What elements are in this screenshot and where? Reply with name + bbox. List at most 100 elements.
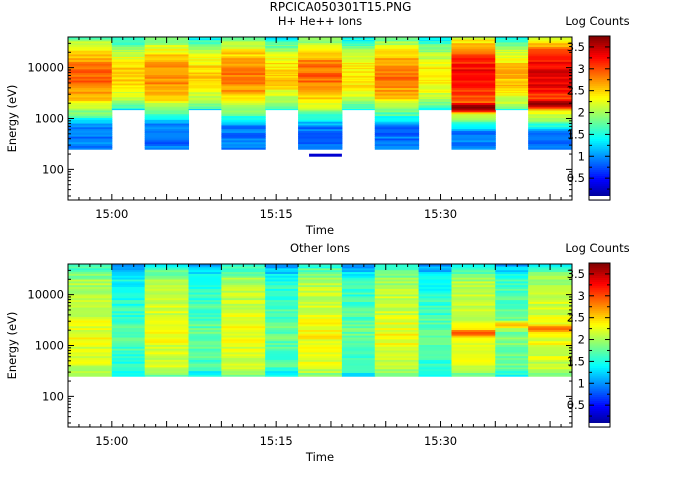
heatmap-cell — [265, 101, 299, 103]
heatmap-cell — [528, 336, 572, 340]
heatmap-cell — [68, 61, 113, 64]
colorbar-swatch — [589, 54, 610, 58]
heatmap-cell — [68, 357, 113, 360]
heatmap-cell — [298, 301, 343, 304]
heatmap-cell — [341, 82, 376, 85]
heatmap-cell — [528, 63, 572, 66]
colorbar-swatch — [589, 265, 610, 268]
heatmap-cell — [341, 342, 376, 345]
heatmap-cell — [341, 366, 376, 370]
heatmap-cell — [221, 98, 266, 102]
heatmap-cell — [341, 105, 376, 108]
heatmap-cell — [265, 351, 299, 355]
heatmap-cell — [221, 320, 266, 323]
heatmap-cell — [374, 374, 420, 377]
heatmap-cell — [451, 111, 496, 115]
heatmap-cell — [341, 312, 376, 316]
heatmap-cell — [111, 51, 146, 54]
heatmap-cell — [265, 290, 299, 293]
heatmap-cell — [341, 284, 376, 288]
heatmap-cell — [341, 310, 376, 314]
heatmap-cell — [341, 101, 376, 103]
heatmap-cell — [265, 50, 299, 53]
heatmap-cell — [374, 96, 420, 100]
heatmap-cell — [451, 44, 496, 47]
heatmap-cell — [111, 52, 146, 55]
heatmap-cell — [265, 353, 299, 357]
heatmap-cell — [144, 305, 190, 308]
heatmap-cell — [111, 59, 146, 62]
heatmap-cell — [68, 134, 113, 137]
heatmap-cell — [298, 53, 343, 57]
heatmap-cell — [111, 102, 146, 105]
heatmap-cell — [68, 316, 113, 319]
heatmap-cell — [374, 321, 420, 325]
heatmap-cell — [221, 325, 266, 329]
heatmap-cell — [495, 67, 529, 70]
heatmap-cell — [265, 55, 299, 57]
heatmap-cell — [221, 42, 266, 46]
heatmap-cell — [144, 277, 190, 280]
heatmap-cell — [418, 306, 452, 310]
heatmap-cell — [188, 305, 222, 308]
heatmap-cell — [418, 299, 452, 302]
heatmap-cell — [528, 104, 572, 107]
heatmap-cell — [528, 126, 572, 130]
heatmap-cell — [111, 363, 146, 366]
heatmap-cell — [451, 271, 496, 274]
colorbar-swatch — [589, 275, 610, 278]
heatmap-cell — [111, 306, 146, 310]
heatmap-cell — [111, 271, 146, 274]
heatmap-cell — [265, 275, 299, 278]
colorbar-swatch — [589, 263, 610, 266]
colorbar-swatch — [589, 70, 610, 74]
heatmap-cell — [528, 96, 572, 100]
heatmap-cell — [265, 325, 299, 329]
x-tick-label: 15:15 — [260, 207, 293, 221]
heatmap-cell — [188, 66, 222, 68]
heatmap-cell — [418, 357, 452, 360]
colorbar-swatch — [589, 189, 610, 193]
heatmap-cell — [451, 349, 496, 353]
heatmap-cell — [221, 63, 266, 66]
heatmap-cell — [451, 275, 496, 278]
heatmap-cell — [451, 57, 496, 61]
heatmap-cell — [265, 310, 299, 314]
heatmap-cell — [111, 55, 146, 57]
heatmap-cell — [495, 342, 529, 345]
heatmap-cell — [221, 96, 266, 100]
heatmap-cell — [221, 117, 266, 120]
heatmap-cell — [341, 68, 376, 71]
heatmap-cell — [374, 372, 420, 375]
heatmap-cell — [451, 288, 496, 291]
heatmap-cell — [298, 87, 343, 90]
heatmap-cell — [528, 143, 572, 146]
heatmap-cell — [221, 342, 266, 345]
heatmap-cell — [341, 88, 376, 91]
heatmap-cell — [418, 78, 452, 80]
heatmap-cell — [188, 321, 222, 325]
heatmap-cell — [298, 61, 343, 64]
heatmap-cell — [111, 41, 146, 44]
heatmap-cell — [528, 342, 572, 345]
heatmap-cell — [451, 126, 496, 130]
heatmap-cell — [144, 372, 190, 375]
colorbar-swatch — [589, 118, 610, 121]
heatmap-cell — [111, 314, 146, 317]
heatmap-cell — [341, 75, 376, 78]
heatmap-cell — [188, 87, 222, 90]
colorbar-swatch — [589, 175, 610, 179]
heatmap-cell — [374, 325, 420, 329]
heatmap-cell — [451, 145, 496, 148]
heatmap-cell — [221, 51, 266, 55]
heatmap-cell — [528, 310, 572, 314]
heatmap-cell — [144, 91, 190, 94]
heatmap-cell — [341, 293, 376, 297]
heatmap-cell — [374, 57, 420, 61]
heatmap-cell — [144, 79, 190, 83]
colorbar-swatch — [589, 68, 610, 72]
heatmap-cell — [265, 348, 299, 351]
heatmap-cell — [418, 84, 452, 86]
heatmap-cell — [374, 353, 420, 357]
